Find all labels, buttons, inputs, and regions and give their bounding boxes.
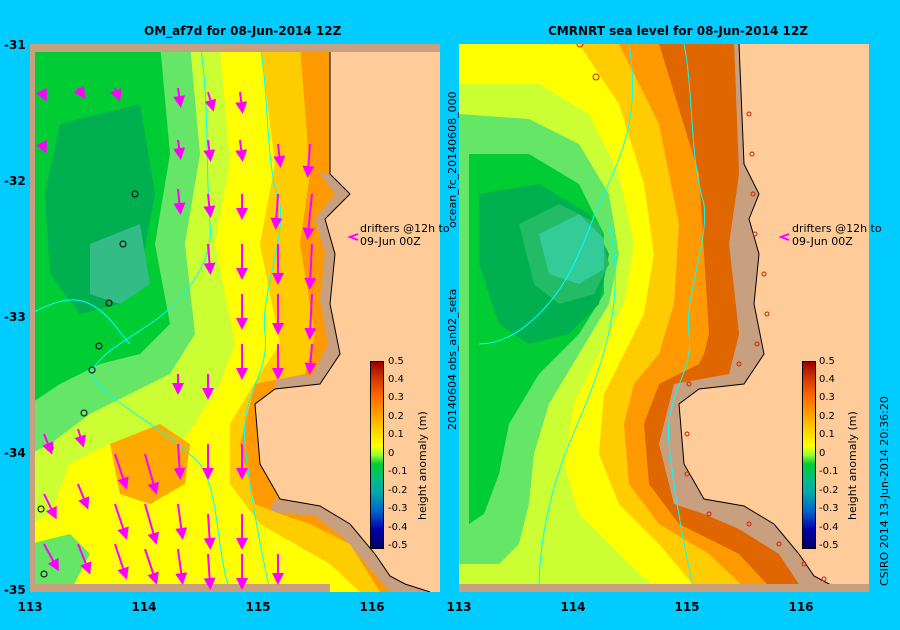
lat-label: -31: [4, 38, 26, 52]
lat-label: -33: [4, 310, 26, 324]
analysis-id-label: 20140604 obs_an02_seta: [446, 288, 459, 430]
annotation-line: 09-Jun 00Z: [360, 235, 421, 248]
tick-label: -0.1: [388, 466, 408, 477]
left-drifter-annotation: drifters @12h to 09-Jun 00Z: [360, 222, 450, 248]
lon-label: 114: [131, 600, 157, 614]
tick-label: 0: [388, 448, 395, 459]
lon-label: 116: [359, 600, 385, 614]
tick-label: -0.3: [819, 503, 839, 514]
tick-label: -0.1: [819, 466, 839, 477]
tick-label: 0.1: [819, 429, 835, 440]
annotation-line: 09-Jun 00Z: [792, 235, 853, 248]
tick-label: 0: [819, 448, 826, 459]
tick-label: 0.2: [388, 411, 404, 422]
tick-label: -0.4: [388, 522, 408, 533]
forecast-id-label: ocean_fc_20140608_000: [446, 91, 459, 228]
left-map: [30, 44, 440, 592]
lon-label: 114: [560, 600, 586, 614]
lat-label: -32: [4, 174, 26, 188]
tick-label: -0.5: [388, 540, 408, 551]
tick-label: 0.5: [388, 356, 404, 367]
lon-label: 115: [245, 600, 271, 614]
tick-label: -0.2: [388, 485, 408, 496]
tick-label: -0.4: [819, 522, 839, 533]
lon-label: 115: [674, 600, 700, 614]
tick-label: -0.5: [819, 540, 839, 551]
lat-label: -35: [4, 583, 26, 597]
tick-label: -0.3: [388, 503, 408, 514]
left-map-title: OM_af7d for 08-Jun-2014 12Z: [144, 24, 342, 38]
tick-label: 0.3: [819, 392, 835, 403]
tick-label: 0.5: [819, 356, 835, 367]
right-drifter-annotation: drifters @12h to 09-Jun 00Z: [792, 222, 882, 248]
right-map: [459, 44, 869, 592]
annotation-line: drifters @12h to: [360, 222, 450, 235]
tick-label: -0.2: [819, 485, 839, 496]
tick-label: 0.1: [388, 429, 404, 440]
lon-label: 113: [17, 600, 43, 614]
annotation-arrow: [347, 233, 359, 241]
right-colorbar-ticks: 0.5 0.4 0.3 0.2 0.1 0 -0.1 -0.2 -0.3 -0.…: [819, 356, 849, 552]
right-colorbar-label: height anomaly (m): [846, 411, 859, 520]
left-colorbar: [370, 361, 384, 549]
credit-text: CSIRO 2014 13-Jun-2014 20:36:20: [878, 396, 891, 586]
lon-label: 113: [446, 600, 472, 614]
lon-label: 116: [788, 600, 814, 614]
velocity-arrows: [35, 85, 317, 590]
drifter-markers: [576, 44, 827, 582]
annotation-line: drifters @12h to: [792, 222, 882, 235]
lat-label: -34: [4, 446, 26, 460]
tick-label: 0.3: [388, 392, 404, 403]
tick-label: 0.2: [819, 411, 835, 422]
annotation-arrow: [778, 233, 790, 241]
tick-label: 0.4: [819, 374, 835, 385]
right-colorbar: [802, 361, 816, 549]
right-map-title: CMRNRT sea level for 08-Jun-2014 12Z: [548, 24, 808, 38]
left-colorbar-label: height anomaly (m): [416, 411, 429, 520]
left-colorbar-ticks: 0.5 0.4 0.3 0.2 0.1 0 -0.1 -0.2 -0.3 -0.…: [388, 356, 418, 552]
tick-label: 0.4: [388, 374, 404, 385]
